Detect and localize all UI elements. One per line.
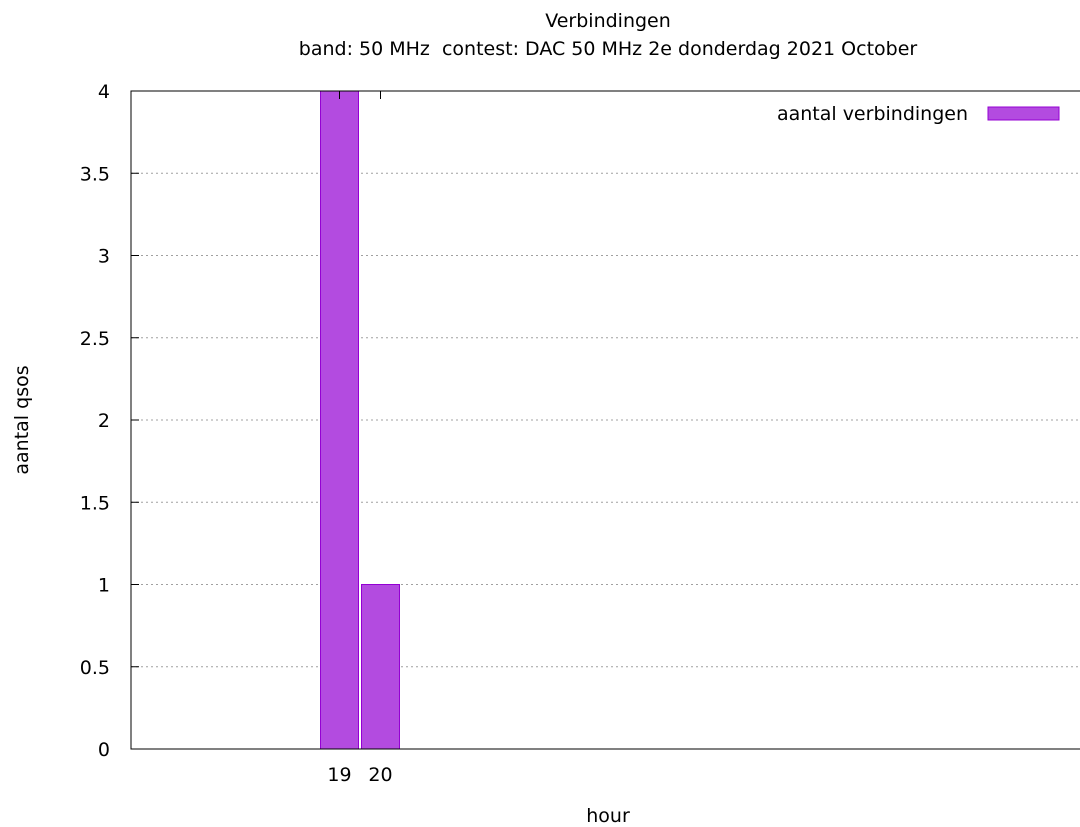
y-axis-label: aantal qsos — [11, 365, 33, 474]
x-tick-label: 20 — [368, 764, 392, 786]
y-tick-label: 1 — [98, 575, 110, 597]
chart-title: Verbindingen — [545, 10, 671, 32]
y-tick-label: 2.5 — [80, 328, 110, 350]
y-tick-label: 3.5 — [80, 163, 110, 185]
x-axis-label: hour — [586, 805, 630, 827]
bar — [320, 90, 359, 750]
bar — [361, 584, 400, 750]
y-tick-label: 4 — [98, 81, 110, 103]
y-tick-labels: 0 0.5 1 1.5 2 2.5 3 3.5 4 — [80, 81, 139, 761]
chart-subtitle: band: 50 MHz contest: DAC 50 MHz 2e dond… — [299, 38, 918, 60]
y-tick-label: 0.5 — [80, 657, 110, 679]
x-tick-label: 19 — [327, 764, 351, 786]
y-tick-label: 3 — [98, 246, 110, 268]
x-tick-labels: 19 20 — [327, 91, 393, 786]
plot-frame — [130, 90, 1080, 750]
y-tick-label: 0 — [98, 739, 110, 761]
y-tick-label: 2 — [98, 410, 110, 432]
legend-label: aantal verbindingen — [777, 103, 968, 125]
legend-swatch — [987, 106, 1060, 121]
y-tick-label: 1.5 — [80, 492, 110, 514]
grid-lines — [131, 172, 1080, 668]
legend: aantal verbindingen — [777, 103, 1060, 125]
